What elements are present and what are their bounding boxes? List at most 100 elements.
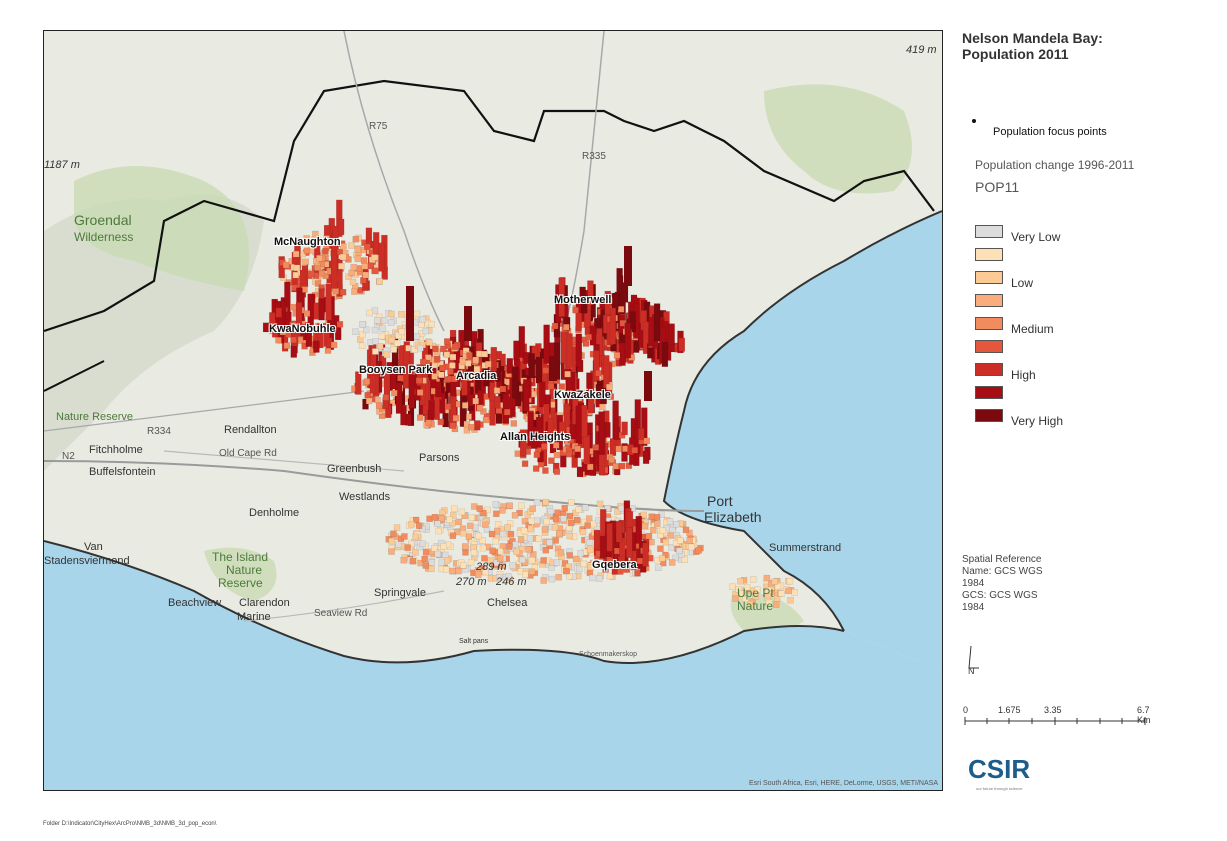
population-hex-column: [330, 341, 338, 349]
scale-label: 3.35: [1044, 705, 1062, 715]
legend-panel: Nelson Mandela Bay: Population 2011 Popul…: [962, 30, 1222, 791]
population-hex-column: [672, 554, 679, 562]
population-hex-column: [451, 343, 459, 350]
population-hex-column: [742, 595, 749, 603]
population-hex-column: [558, 277, 565, 317]
population-hex-column: [729, 583, 736, 590]
population-hex-column: [618, 462, 626, 470]
population-hex-column: [439, 364, 446, 372]
population-hex-column: [374, 317, 381, 324]
population-hex-column: [493, 510, 500, 518]
population-hex-column: [415, 522, 423, 529]
population-hex-column: [574, 445, 581, 453]
population-hex-column: [629, 311, 636, 333]
population-hex-column: [461, 543, 469, 550]
population-hex-column: [366, 309, 373, 317]
legend-class-label: Medium: [1011, 322, 1054, 336]
population-hex-column: [566, 450, 573, 458]
population-hex-column: [337, 218, 345, 236]
population-hex-column: [552, 442, 560, 449]
focus-point-symbol: [972, 119, 976, 123]
map-canvas[interactable]: [44, 31, 942, 790]
population-hex-column: [463, 420, 471, 428]
population-hex-column: [542, 546, 550, 554]
map-frame[interactable]: Groendal Rendallton Fitchholme Buffelsfo…: [43, 30, 943, 791]
focus-label-arcadia: Arcadia: [456, 370, 497, 382]
place-label: Elizabeth: [704, 509, 762, 525]
population-hex-column: [521, 460, 529, 467]
road-seaview: [243, 590, 445, 622]
population-hex-column: [481, 555, 488, 562]
population-hex-column: [449, 362, 456, 369]
place-label: Beachview: [168, 597, 222, 609]
population-hex-column: [316, 254, 323, 262]
population-hex-column: [303, 247, 311, 255]
population-hex-column: [467, 558, 475, 566]
population-hex-column: [661, 341, 669, 367]
elevation-label: 246 m: [496, 576, 527, 588]
population-hex-column: [520, 527, 528, 535]
population-hex-column: [387, 319, 395, 326]
population-hex-column: [484, 506, 491, 514]
population-hex-column: [519, 556, 526, 564]
population-hex-column: [351, 288, 358, 295]
population-hex-column: [506, 358, 514, 374]
place-label: Stadensviermond: [44, 555, 130, 567]
population-hex-column: [363, 326, 370, 334]
population-hex-column: [480, 408, 487, 415]
legend-swatch: [975, 248, 1003, 261]
population-hex-column: [305, 324, 313, 347]
population-hex-column: [657, 545, 664, 552]
population-hex-column: [460, 562, 467, 569]
population-hex-column: [517, 536, 525, 543]
legend-swatch: [975, 340, 1003, 353]
population-hex-column: [362, 398, 369, 410]
population-hex-column: [612, 292, 619, 310]
population-hex-column: [464, 306, 472, 341]
population-hex-column: [451, 375, 458, 383]
population-hex-column: [560, 515, 567, 522]
population-hex-column: [602, 566, 609, 573]
population-hex-column: [350, 263, 357, 271]
population-hex-column: [606, 383, 613, 391]
population-hex-column: [422, 562, 430, 569]
population-hex-column: [338, 262, 345, 270]
population-hex-column: [482, 416, 490, 424]
population-hex-column: [505, 543, 513, 550]
population-hex-column: [509, 538, 516, 545]
population-hex-column: [592, 444, 600, 451]
population-hex-column: [449, 353, 457, 361]
population-hex-column: [535, 356, 543, 384]
population-hex-column: [575, 333, 583, 368]
population-hex-column: [380, 317, 388, 324]
population-hex-column: [395, 382, 403, 414]
population-hex-column: [422, 548, 430, 556]
park-label: Wilderness: [74, 230, 134, 244]
population-hex-column: [443, 338, 451, 345]
population-hex-column: [465, 533, 473, 540]
population-hex-column: [431, 545, 438, 552]
population-hex-column: [587, 463, 594, 471]
population-hex-column: [527, 411, 534, 446]
population-hex-column: [668, 526, 676, 534]
legend-field-name: POP11: [975, 179, 1020, 195]
population-hex-column: [653, 303, 661, 342]
place-label: Port: [707, 493, 733, 509]
population-hex-column: [303, 310, 311, 317]
population-hex-column: [473, 365, 481, 373]
population-hex-column: [438, 371, 445, 379]
legend-class-label: Very Low: [1011, 230, 1061, 244]
population-hex-column: [572, 555, 580, 563]
population-hex-column: [391, 389, 398, 397]
population-hex-column: [566, 512, 574, 520]
population-hex-column: [494, 521, 502, 528]
population-hex-column: [645, 532, 653, 540]
population-hex-column: [421, 555, 428, 563]
population-hex-column: [452, 414, 460, 422]
population-hex-column: [752, 593, 760, 600]
population-hex-column: [644, 371, 652, 401]
park-label: Upe Pt: [737, 586, 774, 600]
scale-label: 0: [963, 705, 969, 715]
population-hex-column: [571, 454, 578, 468]
population-hex-column: [636, 557, 644, 565]
